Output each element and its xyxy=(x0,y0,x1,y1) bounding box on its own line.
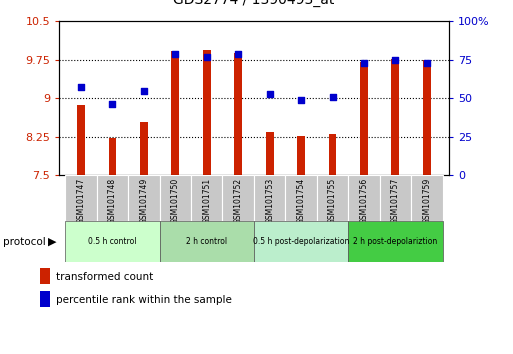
Point xyxy=(423,60,431,65)
Point xyxy=(203,54,211,59)
Text: GSM101759: GSM101759 xyxy=(422,178,431,224)
Bar xyxy=(254,221,348,262)
Text: GSM101750: GSM101750 xyxy=(171,178,180,224)
Text: protocol: protocol xyxy=(3,236,45,247)
Bar xyxy=(329,134,337,175)
Bar xyxy=(285,175,317,221)
Bar xyxy=(423,60,431,175)
Bar xyxy=(160,221,254,262)
Bar xyxy=(97,175,128,221)
Text: GSM101757: GSM101757 xyxy=(391,178,400,224)
Text: percentile rank within the sample: percentile rank within the sample xyxy=(56,295,232,305)
Bar xyxy=(65,175,97,221)
Text: 2 h control: 2 h control xyxy=(186,237,227,246)
Point xyxy=(360,60,368,65)
Text: ▶: ▶ xyxy=(48,236,56,247)
Text: 0.5 h post-depolarization: 0.5 h post-depolarization xyxy=(253,237,349,246)
Bar xyxy=(40,268,50,285)
Bar xyxy=(348,221,443,262)
Bar xyxy=(297,136,305,175)
Bar xyxy=(360,62,368,175)
Point xyxy=(266,91,274,96)
Point xyxy=(391,57,400,63)
Point xyxy=(77,85,85,90)
Text: GSM101747: GSM101747 xyxy=(76,178,86,224)
Text: 0.5 h control: 0.5 h control xyxy=(88,237,136,246)
Bar xyxy=(203,51,211,175)
Text: GSM101751: GSM101751 xyxy=(202,178,211,224)
Bar xyxy=(317,175,348,221)
Bar xyxy=(391,59,399,175)
Text: GSM101754: GSM101754 xyxy=(297,178,306,224)
Bar xyxy=(140,122,148,175)
Bar xyxy=(380,175,411,221)
Bar xyxy=(266,132,273,175)
Bar xyxy=(254,175,285,221)
Text: GSM101756: GSM101756 xyxy=(360,178,368,224)
Bar xyxy=(128,175,160,221)
Text: 2 h post-depolariztion: 2 h post-depolariztion xyxy=(353,237,438,246)
Text: GSM101749: GSM101749 xyxy=(140,178,148,224)
Bar xyxy=(109,138,116,175)
Bar xyxy=(223,175,254,221)
Text: GSM101752: GSM101752 xyxy=(234,178,243,224)
Bar xyxy=(171,51,179,175)
Point xyxy=(140,88,148,93)
Bar xyxy=(77,105,85,175)
Text: GSM101755: GSM101755 xyxy=(328,178,337,224)
Point xyxy=(171,51,180,56)
Text: GSM101748: GSM101748 xyxy=(108,178,117,224)
Point xyxy=(108,102,116,107)
Bar xyxy=(40,291,50,307)
Point xyxy=(234,51,242,56)
Text: GDS2774 / 1390493_at: GDS2774 / 1390493_at xyxy=(173,0,334,7)
Point xyxy=(297,97,305,103)
Bar xyxy=(348,175,380,221)
Text: GSM101753: GSM101753 xyxy=(265,178,274,224)
Bar xyxy=(234,52,242,175)
Bar xyxy=(160,175,191,221)
Bar xyxy=(191,175,223,221)
Point xyxy=(328,94,337,99)
Bar xyxy=(65,221,160,262)
Bar xyxy=(411,175,443,221)
Text: transformed count: transformed count xyxy=(56,272,153,282)
